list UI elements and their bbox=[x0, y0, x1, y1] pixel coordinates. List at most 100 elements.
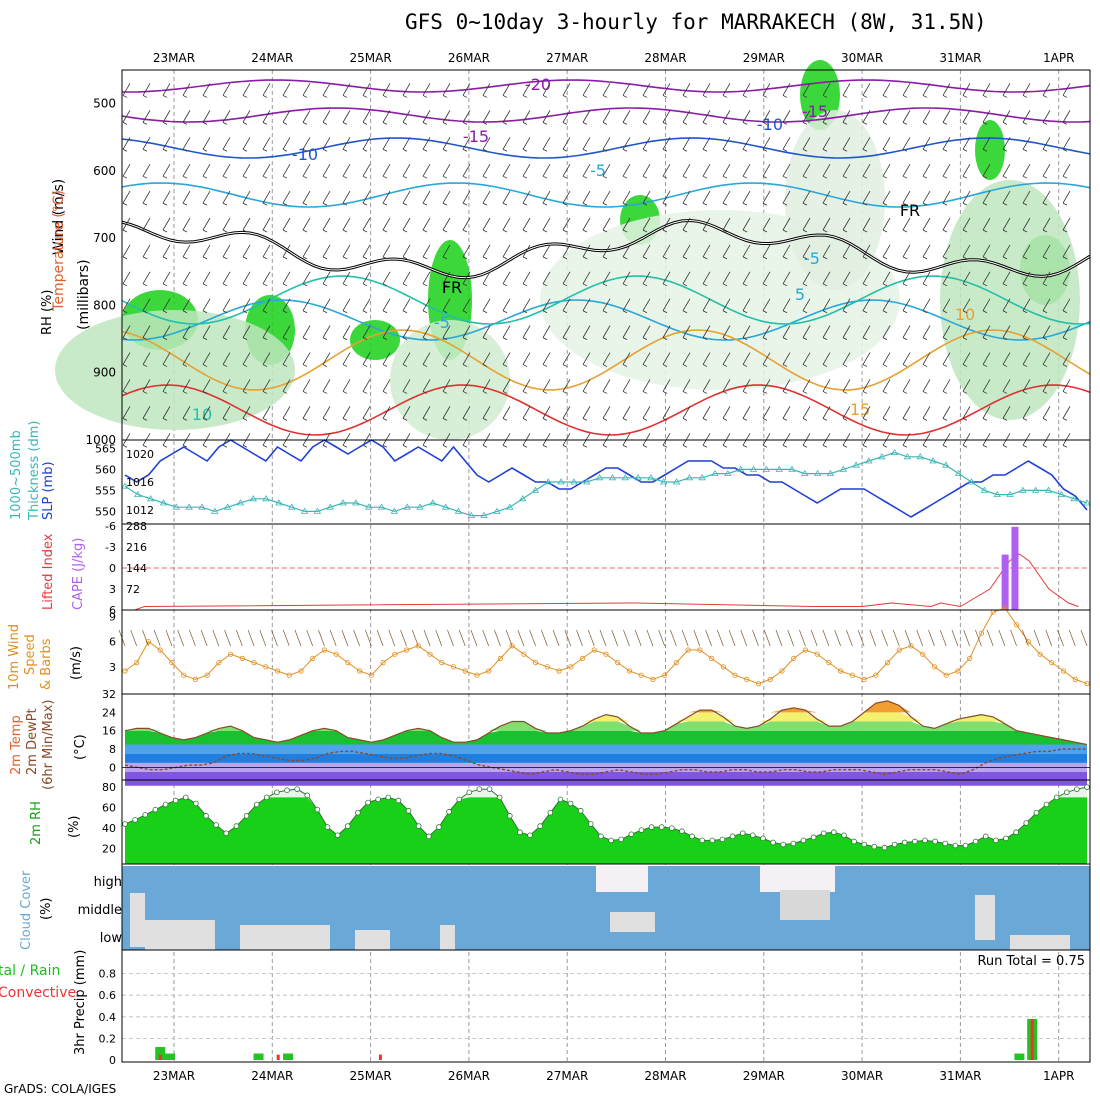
cape-tick: 144 bbox=[126, 562, 147, 575]
surface-wind-barb bbox=[693, 629, 701, 647]
wind-barb bbox=[902, 298, 911, 311]
wind-barb bbox=[382, 190, 391, 204]
temperature-band bbox=[125, 730, 1087, 745]
temperature-band bbox=[125, 721, 1087, 731]
wind-barb-flag bbox=[122, 95, 128, 98]
wind-speed-point bbox=[392, 651, 398, 657]
wind-barb bbox=[422, 190, 431, 204]
wind-barb bbox=[302, 190, 311, 204]
precip-total-bar bbox=[1014, 1053, 1025, 1060]
rh-tick: 40 bbox=[102, 822, 116, 835]
rh-point bbox=[658, 824, 665, 830]
cape-tick: 216 bbox=[126, 541, 147, 554]
rh-point bbox=[648, 824, 655, 830]
wind-barb bbox=[882, 298, 891, 311]
wind-barb bbox=[1062, 137, 1071, 150]
wind-barb bbox=[1002, 110, 1011, 123]
wind-barb bbox=[342, 244, 351, 258]
wind-barb-flag bbox=[222, 202, 228, 206]
wind-barb bbox=[1002, 163, 1011, 177]
wind-barb bbox=[182, 137, 191, 150]
wind-barb bbox=[1002, 325, 1011, 338]
wind-barb-flag bbox=[122, 444, 128, 448]
wind-barb-flag bbox=[242, 418, 248, 421]
wind-barb bbox=[122, 217, 131, 231]
wind-barb-flag bbox=[322, 148, 328, 152]
wind-speed-point bbox=[1049, 659, 1055, 666]
wind-barb bbox=[902, 271, 911, 285]
wind-barb bbox=[882, 406, 891, 419]
wind-barb-flag bbox=[1022, 256, 1028, 260]
wind-barb-flag bbox=[302, 175, 308, 179]
wind-barb-flag bbox=[262, 202, 268, 206]
wind-barb-flag bbox=[782, 229, 788, 233]
wind-barb-flag bbox=[202, 256, 208, 260]
contour-label: 10 bbox=[192, 405, 212, 424]
rh-point bbox=[172, 797, 179, 804]
wind-barb-flag bbox=[962, 256, 968, 260]
wind-barb bbox=[342, 190, 351, 204]
wind-barb bbox=[822, 433, 831, 446]
wind-barb bbox=[962, 406, 971, 419]
wind-barb bbox=[342, 298, 351, 311]
rh-point bbox=[395, 797, 402, 804]
wind-barb bbox=[542, 190, 551, 204]
wind-barb-flag bbox=[502, 175, 508, 179]
wind-barb-flag bbox=[262, 175, 268, 179]
wind-speed-point bbox=[873, 672, 879, 678]
wind-barb-flag bbox=[382, 95, 388, 98]
wind-barb-flag bbox=[542, 229, 548, 233]
wind-barb bbox=[962, 325, 971, 338]
wind-barb bbox=[262, 406, 271, 419]
wind-barb bbox=[222, 110, 231, 123]
wind-barb-flag bbox=[962, 310, 968, 314]
wind-barb bbox=[722, 83, 731, 96]
rh-point bbox=[253, 801, 260, 808]
wind-barb bbox=[702, 406, 711, 419]
wind-barb bbox=[422, 110, 431, 123]
wind-barb-flag bbox=[942, 202, 948, 206]
wind-barb-flag bbox=[822, 175, 828, 179]
wind-barb-flag bbox=[782, 95, 788, 98]
wind-speed-point bbox=[579, 655, 586, 662]
wind-barb-flag bbox=[702, 202, 708, 206]
thickness-point bbox=[980, 486, 989, 493]
wind-barb bbox=[542, 244, 551, 258]
wind-barb bbox=[322, 352, 331, 365]
wind-barb bbox=[362, 271, 371, 285]
cape-bar bbox=[1011, 526, 1019, 610]
wind-barb-flag bbox=[902, 310, 908, 314]
surface-wind-barb bbox=[306, 629, 314, 647]
wind-barb bbox=[402, 298, 411, 311]
wind-barb-flag bbox=[282, 256, 288, 260]
wind-barb-flag bbox=[882, 229, 888, 233]
wind-barb bbox=[622, 137, 631, 150]
precip-convective-bar bbox=[378, 1054, 382, 1060]
wind-barb bbox=[362, 352, 371, 365]
rh-point bbox=[243, 813, 250, 819]
wind-barb-flag bbox=[602, 148, 608, 152]
wind-barb-flag bbox=[762, 175, 768, 179]
wind-barb-flag bbox=[122, 256, 128, 260]
wind-barb-flag bbox=[342, 310, 348, 314]
wind-barb bbox=[1042, 244, 1051, 258]
wind-barb-flag bbox=[962, 337, 968, 340]
wind-speed-point bbox=[192, 676, 198, 683]
wind-barb-flag bbox=[502, 202, 508, 206]
wind-barb bbox=[682, 325, 691, 338]
wind-barb bbox=[622, 352, 631, 365]
thickness-point bbox=[672, 478, 681, 485]
wind-barb bbox=[542, 110, 551, 123]
wind-barb bbox=[182, 83, 191, 96]
wind-barb-flag bbox=[662, 229, 668, 233]
wind-barb bbox=[282, 325, 291, 338]
surface-wind-barb bbox=[235, 629, 243, 647]
wind-barb bbox=[662, 379, 671, 392]
surface-wind-barb bbox=[881, 629, 888, 647]
wind-barb-flag bbox=[982, 229, 988, 233]
wind-barb-flag bbox=[162, 256, 168, 260]
wind-barb bbox=[582, 217, 591, 231]
wind-barb bbox=[282, 298, 291, 311]
temperature-band bbox=[125, 753, 1087, 763]
wind-barb bbox=[682, 406, 691, 419]
